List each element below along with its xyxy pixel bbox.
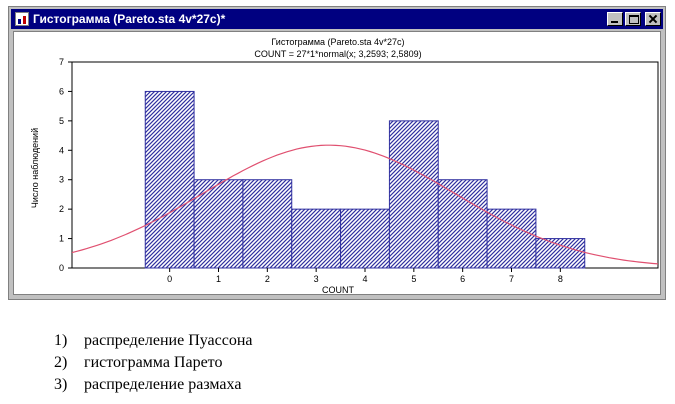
x-tick-label: 0 bbox=[167, 274, 172, 284]
x-tick-label: 6 bbox=[460, 274, 465, 284]
answer-number: 1) bbox=[54, 332, 68, 349]
y-tick-label: 7 bbox=[59, 57, 64, 67]
answer-text: распределение размаха bbox=[84, 376, 242, 393]
statistica-app-icon[interactable] bbox=[15, 12, 29, 26]
y-tick-label: 3 bbox=[59, 175, 64, 185]
y-tick-label: 5 bbox=[59, 116, 64, 126]
y-tick-label: 4 bbox=[59, 145, 64, 155]
histogram-chart: Гистограмма (Pareto.sta 4v*27c) COUNT = … bbox=[30, 37, 659, 295]
histogram-bar bbox=[535, 238, 586, 269]
title-bar[interactable]: Гистограмма (Pareto.sta 4v*27c)* bbox=[11, 9, 663, 29]
x-tick-label: 8 bbox=[558, 274, 563, 284]
histogram-bar bbox=[144, 90, 195, 269]
chart-title: Гистограмма (Pareto.sta 4v*27c) bbox=[271, 37, 404, 47]
chart-subtitle: COUNT = 27*1*normal(x; 3,2593; 2,5809) bbox=[254, 49, 421, 59]
chart-area: Гистограмма (Pareto.sta 4v*27c) COUNT = … bbox=[13, 31, 661, 295]
normal-fit-curve bbox=[71, 144, 659, 265]
x-tick-label: 4 bbox=[362, 274, 367, 284]
histogram-bar bbox=[242, 179, 293, 269]
x-tick-label: 7 bbox=[509, 274, 514, 284]
y-tick-label: 0 bbox=[59, 263, 64, 273]
histogram-bar bbox=[486, 208, 537, 269]
histogram-bar bbox=[193, 179, 244, 269]
answer-option: 3) распределение размаха bbox=[54, 374, 253, 396]
histogram-bar bbox=[340, 208, 390, 269]
window-title: Гистограмма (Pareto.sta 4v*27c)* bbox=[33, 12, 226, 26]
x-tick-label: 3 bbox=[314, 274, 319, 284]
answer-text: распределение Пуассона bbox=[84, 332, 253, 349]
answer-option: 1) распределение Пуассона bbox=[54, 330, 253, 352]
histogram-window: Гистограмма (Pareto.sta 4v*27c)* Гистогр… bbox=[8, 6, 666, 300]
y-tick-label: 1 bbox=[59, 234, 64, 244]
y-tick-label: 6 bbox=[59, 86, 64, 96]
x-tick-label: 5 bbox=[411, 274, 416, 284]
y-axis-label: Число наблюдений bbox=[30, 128, 40, 208]
x-tick-label: 1 bbox=[216, 274, 221, 284]
x-axis-label: COUNT bbox=[322, 285, 354, 295]
close-icon[interactable] bbox=[645, 12, 661, 26]
histogram-bar bbox=[437, 179, 488, 269]
answer-options: 1) распределение Пуассона 2) гистограмма П… bbox=[54, 330, 253, 396]
answer-text: гистограмма Парето bbox=[84, 354, 223, 371]
histogram-bar bbox=[291, 208, 342, 269]
answer-number: 3) bbox=[54, 376, 68, 393]
histogram-bar bbox=[388, 120, 439, 269]
x-tick-label: 2 bbox=[265, 274, 270, 284]
y-tick-label: 2 bbox=[59, 204, 64, 214]
minimize-icon[interactable] bbox=[607, 12, 623, 26]
answer-number: 2) bbox=[54, 354, 68, 371]
answer-option: 2) гистограмма Парето bbox=[54, 352, 253, 374]
maximize-icon[interactable] bbox=[625, 12, 641, 26]
